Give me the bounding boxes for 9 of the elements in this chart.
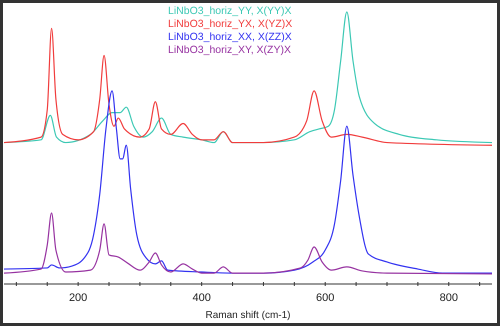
- x-tick-label: 600: [316, 292, 334, 304]
- x-tick-label: 800: [440, 292, 458, 304]
- x-tick-label: 200: [68, 292, 88, 304]
- x-tick-label: 400: [192, 292, 211, 304]
- text: LiNbO3_horiz_YX, X(YZ)X: [168, 18, 292, 30]
- text: LiNbO3_horiz_XX, X(ZZ)X: [168, 31, 292, 43]
- text: LiNbO3_horiz_YY, X(YY)X: [168, 5, 292, 17]
- x-axis-title: Raman shift (cm-1): [205, 310, 291, 321]
- text: LiNbO3_horiz_XY, X(ZY)X: [168, 44, 291, 56]
